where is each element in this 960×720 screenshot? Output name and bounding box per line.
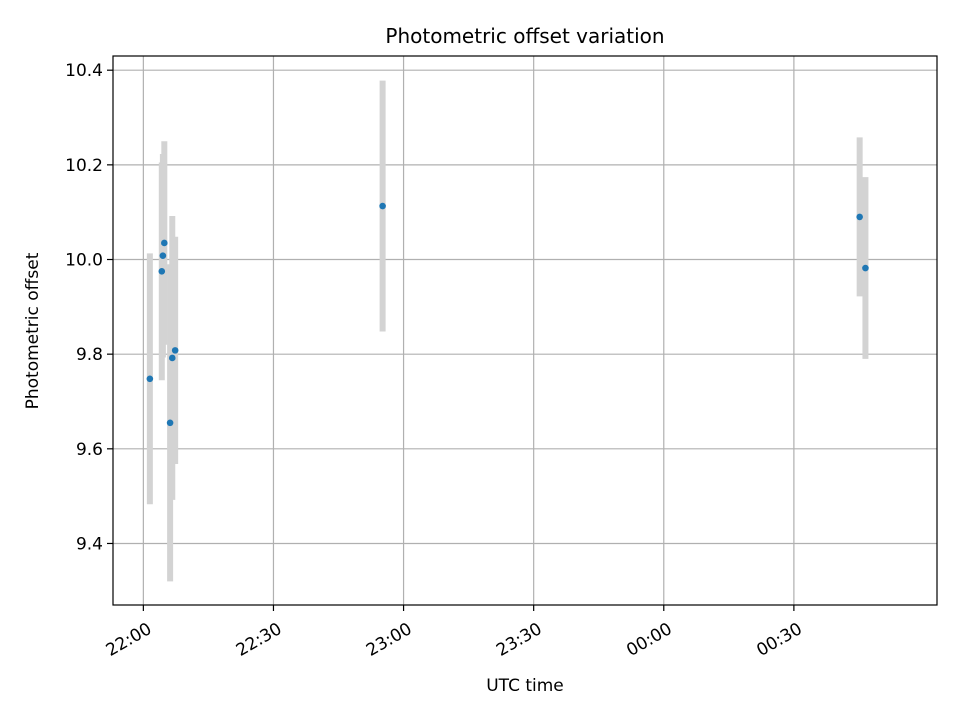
plot-frame xyxy=(112,55,938,606)
data-point xyxy=(159,252,167,260)
chart-title: Photometric offset variation xyxy=(385,24,664,48)
grid-lines xyxy=(113,56,937,605)
x-tick-label: 23:00 xyxy=(363,619,415,661)
x-tick-label: 22:00 xyxy=(103,619,155,661)
y-tick-label: 10.2 xyxy=(65,156,103,176)
data-point xyxy=(862,264,869,272)
data-point xyxy=(168,354,176,362)
data-point xyxy=(171,347,179,354)
data-points xyxy=(146,202,869,427)
data-point xyxy=(161,239,168,247)
data-point xyxy=(379,202,386,210)
x-tick-label: 00:30 xyxy=(753,619,805,661)
x-tick-label: 23:30 xyxy=(493,619,545,661)
data-point xyxy=(856,213,863,221)
x-tick-label: 00:00 xyxy=(623,619,675,661)
x-axis-label: UTC time xyxy=(486,676,564,696)
y-axis-label: Photometric offset xyxy=(23,252,43,409)
data-point xyxy=(158,268,166,275)
x-tick-label: 22:30 xyxy=(233,619,285,661)
y-tick-label: 9.4 xyxy=(76,534,103,554)
data-point xyxy=(146,375,154,383)
y-tick-label: 9.8 xyxy=(76,345,103,365)
error-bars xyxy=(146,80,869,582)
y-tick-label: 10.4 xyxy=(65,61,103,81)
y-tick-label: 10.0 xyxy=(65,251,103,271)
y-tick-label: 9.6 xyxy=(76,440,103,460)
data-point xyxy=(166,419,174,427)
